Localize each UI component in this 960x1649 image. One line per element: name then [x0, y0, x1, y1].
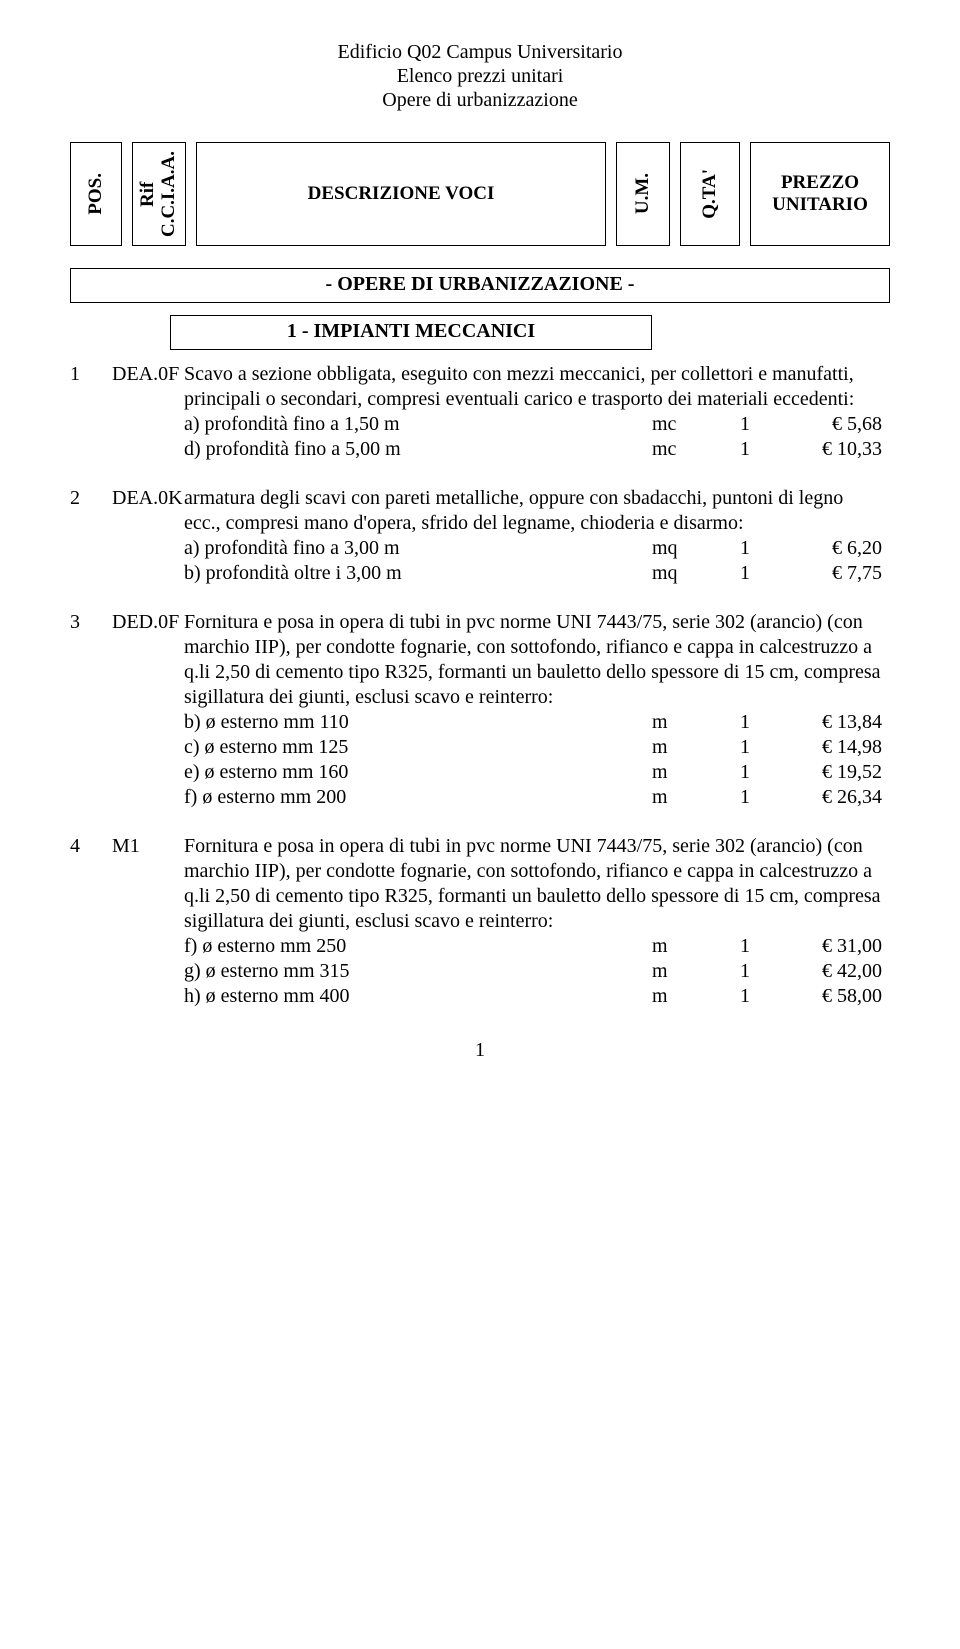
price-line-price: € 14,98	[772, 735, 882, 760]
price-line-text: a) profondità fino a 1,50 m	[184, 412, 652, 437]
price-line-price: € 7,75	[772, 561, 882, 586]
price-line-text: b) ø esterno mm 110	[184, 710, 652, 735]
header-rif: Rif C.C.I.A.A.	[132, 142, 186, 246]
header-qta: Q.TA'	[680, 142, 740, 246]
price-line-text: e) ø esterno mm 160	[184, 760, 652, 785]
price-line-text: b) profondità oltre i 3,00 m	[184, 561, 652, 586]
header-desc: DESCRIZIONE VOCI	[196, 142, 606, 246]
price-line-price: € 13,84	[772, 710, 882, 735]
price-line-price: € 42,00	[772, 959, 882, 984]
row-rif: DED.0F	[112, 610, 184, 810]
page-number: 1	[70, 1039, 890, 1062]
price-line-qta: 1	[700, 760, 772, 785]
price-line-text: c) ø esterno mm 125	[184, 735, 652, 760]
row-description-block: Fornitura e posa in opera di tubi in pvc…	[184, 834, 890, 1009]
row-description: Fornitura e posa in opera di tubi in pvc…	[184, 834, 882, 934]
header-desc-label: DESCRIZIONE VOCI	[308, 183, 495, 205]
price-line-um: m	[652, 735, 700, 760]
row-description-block: Scavo a sezione obbligata, eseguito con …	[184, 362, 890, 462]
price-line-price: € 58,00	[772, 984, 882, 1009]
row-description: Fornitura e posa in opera di tubi in pvc…	[184, 610, 882, 710]
title-line-1: Edificio Q02 Campus Universitario	[70, 40, 890, 64]
price-line-um: m	[652, 710, 700, 735]
row-description-block: Fornitura e posa in opera di tubi in pvc…	[184, 610, 890, 810]
header-um-label: U.M.	[633, 173, 654, 214]
price-line: f) ø esterno mm 250m1€ 31,00	[184, 934, 882, 959]
price-line: h) ø esterno mm 400m1€ 58,00	[184, 984, 882, 1009]
price-line-text: f) ø esterno mm 200	[184, 785, 652, 810]
price-line: a) profondità fino a 3,00 mmq1€ 6,20	[184, 536, 882, 561]
price-line-um: m	[652, 785, 700, 810]
price-line-price: € 10,33	[772, 437, 882, 462]
price-line-qta: 1	[700, 735, 772, 760]
header-prezzo: PREZZO UNITARIO	[750, 142, 890, 246]
price-line-um: mq	[652, 536, 700, 561]
price-line-qta: 1	[700, 561, 772, 586]
price-line: e) ø esterno mm 160m1€ 19,52	[184, 760, 882, 785]
price-row: 2DEA.0Karmatura degli scavi con pareti m…	[70, 486, 890, 586]
price-line: b) profondità oltre i 3,00 mmq1€ 7,75	[184, 561, 882, 586]
price-line: g) ø esterno mm 315m1€ 42,00	[184, 959, 882, 984]
price-line: a) profondità fino a 1,50 mmc1€ 5,68	[184, 412, 882, 437]
price-line-qta: 1	[700, 710, 772, 735]
column-header-row: POS. Rif C.C.I.A.A. DESCRIZIONE VOCI U.M…	[70, 142, 890, 246]
header-pos-label: POS.	[86, 173, 107, 215]
price-line-um: m	[652, 760, 700, 785]
price-line-qta: 1	[700, 412, 772, 437]
price-line-um: m	[652, 984, 700, 1009]
price-line-um: mc	[652, 437, 700, 462]
price-line-text: f) ø esterno mm 250	[184, 934, 652, 959]
price-row: 4M1Fornitura e posa in opera di tubi in …	[70, 834, 890, 1009]
price-line: b) ø esterno mm 110m1€ 13,84	[184, 710, 882, 735]
price-line-qta: 1	[700, 536, 772, 561]
price-line-text: h) ø esterno mm 400	[184, 984, 652, 1009]
header-pos: POS.	[70, 142, 122, 246]
title-line-2: Elenco prezzi unitari	[70, 64, 890, 88]
price-line-price: € 26,34	[772, 785, 882, 810]
header-um: U.M.	[616, 142, 670, 246]
price-line-text: d) profondità fino a 5,00 m	[184, 437, 652, 462]
row-rif: DEA.0F	[112, 362, 184, 462]
row-rif: DEA.0K	[112, 486, 184, 586]
price-line-qta: 1	[700, 934, 772, 959]
price-row: 1DEA.0FScavo a sezione obbligata, esegui…	[70, 362, 890, 462]
price-line-price: € 31,00	[772, 934, 882, 959]
header-prezzo-label: PREZZO UNITARIO	[772, 172, 868, 216]
price-line-price: € 19,52	[772, 760, 882, 785]
title-line-3: Opere di urbanizzazione	[70, 88, 890, 112]
row-pos: 2	[70, 486, 112, 586]
price-line-um: mq	[652, 561, 700, 586]
row-pos: 1	[70, 362, 112, 462]
section-heading-impianti: 1 - IMPIANTI MECCANICI	[170, 315, 652, 350]
row-rif: M1	[112, 834, 184, 1009]
price-line-um: mc	[652, 412, 700, 437]
row-pos: 3	[70, 610, 112, 810]
price-line-qta: 1	[700, 984, 772, 1009]
price-line-text: a) profondità fino a 3,00 m	[184, 536, 652, 561]
section-heading-opere: - OPERE DI URBANIZZAZIONE -	[70, 268, 890, 303]
row-pos: 4	[70, 834, 112, 1009]
header-rif-label: Rif C.C.I.A.A.	[138, 151, 180, 237]
price-row: 3DED.0FFornitura e posa in opera di tubi…	[70, 610, 890, 810]
document-title-block: Edificio Q02 Campus Universitario Elenco…	[70, 40, 890, 112]
price-line-text: g) ø esterno mm 315	[184, 959, 652, 984]
price-line-qta: 1	[700, 437, 772, 462]
header-qta-label: Q.TA'	[700, 169, 721, 219]
price-line-um: m	[652, 934, 700, 959]
price-line-qta: 1	[700, 785, 772, 810]
price-line-price: € 6,20	[772, 536, 882, 561]
row-description-block: armatura degli scavi con pareti metallic…	[184, 486, 890, 586]
price-line-qta: 1	[700, 959, 772, 984]
price-line: d) profondità fino a 5,00 mmc1€ 10,33	[184, 437, 882, 462]
price-line: c) ø esterno mm 125m1€ 14,98	[184, 735, 882, 760]
price-line: f) ø esterno mm 200m1€ 26,34	[184, 785, 882, 810]
row-description: Scavo a sezione obbligata, eseguito con …	[184, 362, 882, 412]
row-description: armatura degli scavi con pareti metallic…	[184, 486, 882, 536]
price-line-price: € 5,68	[772, 412, 882, 437]
price-line-um: m	[652, 959, 700, 984]
